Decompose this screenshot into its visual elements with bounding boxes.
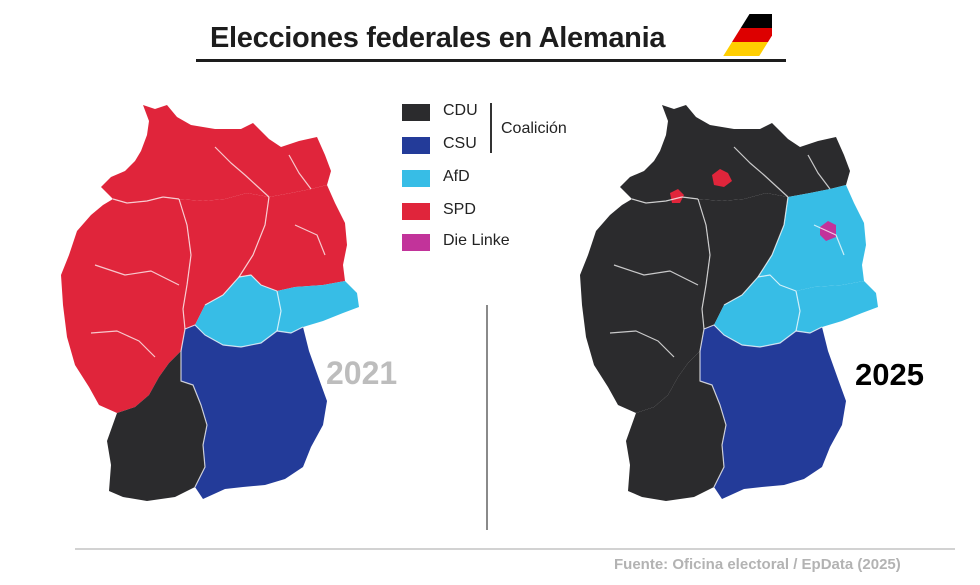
region-baden-wuerttemberg — [626, 351, 726, 501]
map-2021 — [61, 105, 359, 501]
region-north — [101, 105, 331, 203]
legend-label-afd: AfD — [443, 168, 470, 185]
coalition-bracket — [490, 103, 492, 153]
region-bavaria — [181, 325, 327, 499]
region-east-north — [758, 185, 866, 291]
region-east-north — [239, 185, 347, 291]
map-2025 — [580, 105, 878, 501]
legend-swatch-csu — [402, 137, 430, 154]
region-bavaria — [700, 325, 846, 499]
region-west — [580, 197, 710, 413]
region-north — [620, 105, 850, 203]
region-saxony — [796, 281, 878, 333]
coalition-label: Coalición — [501, 120, 567, 137]
legend-label-spd: SPD — [443, 201, 476, 218]
region-baden-wuerttemberg — [107, 351, 207, 501]
region-saxony — [277, 281, 359, 333]
year-label-2025: 2025 — [855, 357, 924, 392]
footer-divider — [75, 548, 955, 550]
legend-swatch-spd — [402, 203, 430, 220]
region-west — [61, 197, 191, 413]
legend-label-csu: CSU — [443, 135, 477, 152]
map-divider — [486, 305, 488, 530]
region-center — [179, 193, 269, 329]
region-thuringia — [714, 275, 800, 347]
source-note: Fuente: Oficina electoral / EpData (2025… — [614, 556, 901, 573]
region-borders — [609, 146, 845, 488]
legend-label-cdu: CDU — [443, 102, 478, 119]
legend-swatch-cdu — [402, 104, 430, 121]
year-label-2021: 2021 — [326, 355, 398, 391]
page-title: Elecciones federales en Alemania — [210, 22, 666, 54]
title-underline — [196, 59, 786, 62]
region-borders — [90, 146, 326, 488]
legend-swatch-die-linke — [402, 234, 430, 251]
region-hamburg — [712, 169, 732, 187]
legend-label-die-linke: Die Linke — [443, 232, 510, 249]
region-center — [698, 193, 788, 329]
region-thuringia — [195, 275, 281, 347]
german-flag-icon — [723, 14, 772, 56]
legend-swatch-afd — [402, 170, 430, 187]
